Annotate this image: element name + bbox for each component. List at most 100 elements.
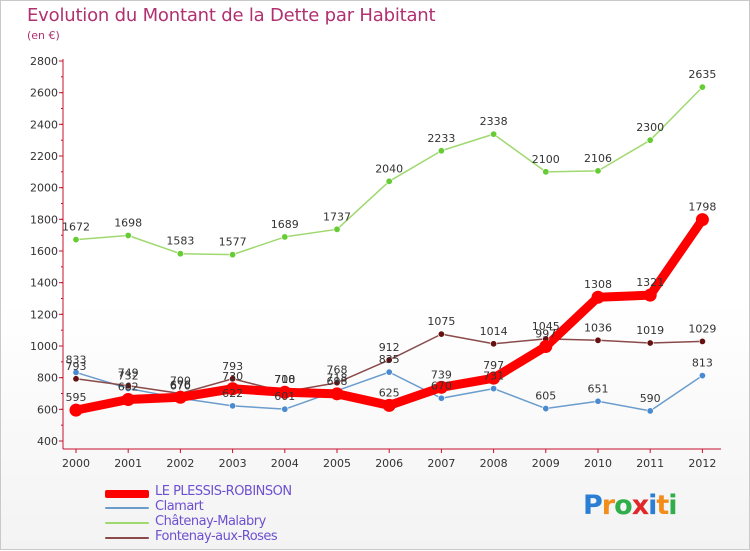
data-label: 1672 bbox=[62, 221, 90, 234]
legend-label: Fontenay-aux-Roses bbox=[155, 529, 278, 544]
data-point bbox=[646, 339, 654, 347]
data-point bbox=[229, 402, 237, 410]
data-point bbox=[229, 251, 237, 259]
y-tick-label: 2000 bbox=[30, 182, 58, 195]
data-point bbox=[333, 379, 341, 387]
x-tick-label: 2010 bbox=[584, 457, 612, 470]
legend-label: LE PLESSIS-ROBINSON bbox=[155, 484, 292, 499]
logo-letter: o bbox=[614, 490, 633, 521]
data-label: 732 bbox=[118, 369, 139, 382]
y-tick-label: 2400 bbox=[30, 118, 58, 131]
data-point bbox=[437, 147, 445, 155]
data-point bbox=[695, 213, 709, 227]
x-tick-label: 2012 bbox=[688, 457, 716, 470]
data-label: 670 bbox=[431, 379, 452, 392]
legend-swatch bbox=[105, 507, 149, 509]
y-tick-label: 2800 bbox=[30, 55, 58, 68]
logo-letter: t bbox=[656, 490, 669, 521]
data-point bbox=[382, 398, 396, 412]
data-label: 1737 bbox=[323, 210, 351, 223]
data-label: 2338 bbox=[480, 115, 508, 128]
data-label: 1321 bbox=[636, 276, 664, 289]
y-tick-label: 1400 bbox=[30, 277, 58, 290]
logo-letter: P bbox=[583, 490, 603, 521]
data-point bbox=[437, 394, 445, 402]
data-label: 2233 bbox=[427, 132, 455, 145]
data-point bbox=[72, 236, 80, 244]
data-label: 708 bbox=[274, 373, 295, 386]
data-point bbox=[539, 339, 553, 353]
data-point bbox=[646, 136, 654, 144]
data-label: 651 bbox=[588, 382, 609, 395]
data-label: 670 bbox=[170, 379, 191, 392]
x-tick-label: 2005 bbox=[323, 457, 351, 470]
data-point bbox=[594, 167, 602, 175]
logo-letter: x bbox=[631, 490, 649, 521]
y-tick-label: 2600 bbox=[30, 87, 58, 100]
y-tick-label: 1800 bbox=[30, 213, 58, 226]
x-tick-label: 2000 bbox=[62, 457, 90, 470]
chart-unit: (en €) bbox=[27, 29, 60, 42]
data-label: 700 bbox=[170, 375, 191, 388]
data-point bbox=[591, 290, 605, 304]
data-label: 590 bbox=[640, 392, 661, 405]
data-point bbox=[333, 225, 341, 233]
data-point bbox=[434, 380, 448, 394]
data-point bbox=[594, 336, 602, 344]
data-point bbox=[698, 372, 706, 380]
data-label: 1045 bbox=[532, 320, 560, 333]
data-point bbox=[124, 382, 132, 390]
data-point bbox=[385, 368, 393, 376]
y-tick-label: 2200 bbox=[30, 150, 58, 163]
data-point bbox=[69, 403, 83, 417]
data-point bbox=[698, 337, 706, 345]
data-label: 595 bbox=[66, 391, 87, 404]
y-tick-label: 400 bbox=[37, 435, 58, 448]
logo-letter: r bbox=[601, 490, 615, 521]
data-label: 676 bbox=[170, 378, 191, 391]
data-point bbox=[330, 387, 344, 401]
data-label: 793 bbox=[222, 360, 243, 373]
logo-letter: i bbox=[668, 490, 677, 521]
data-label: 730 bbox=[222, 370, 243, 383]
logo-letter: i bbox=[648, 490, 657, 521]
data-label: 1029 bbox=[688, 322, 716, 335]
y-tick-label: 600 bbox=[37, 403, 58, 416]
data-label: 625 bbox=[379, 386, 400, 399]
data-label: 1798 bbox=[688, 201, 716, 214]
data-label: 1583 bbox=[166, 235, 194, 248]
data-label: 833 bbox=[66, 353, 87, 366]
x-tick-label: 2008 bbox=[480, 457, 508, 470]
data-label: 797 bbox=[483, 359, 504, 372]
x-tick-label: 2003 bbox=[219, 457, 247, 470]
legend-swatch bbox=[105, 522, 149, 524]
data-label: 793 bbox=[66, 360, 87, 373]
legend-swatch bbox=[105, 537, 149, 539]
data-point bbox=[542, 405, 550, 413]
data-label: 622 bbox=[222, 387, 243, 400]
data-point bbox=[698, 83, 706, 91]
x-tick-label: 2004 bbox=[271, 457, 299, 470]
data-label: 698 bbox=[327, 375, 348, 388]
data-label: 1689 bbox=[271, 218, 299, 231]
y-tick-label: 1000 bbox=[30, 340, 58, 353]
data-point bbox=[173, 390, 187, 404]
data-label: 739 bbox=[431, 368, 452, 381]
y-tick-label: 1600 bbox=[30, 245, 58, 258]
data-point bbox=[281, 405, 289, 413]
data-point bbox=[226, 382, 240, 396]
data-point bbox=[278, 385, 292, 399]
y-tick-label: 1200 bbox=[30, 308, 58, 321]
data-point bbox=[490, 385, 498, 393]
data-point bbox=[437, 330, 445, 338]
x-tick-label: 2006 bbox=[375, 457, 403, 470]
data-label: 2040 bbox=[375, 162, 403, 175]
legend-label: Clamart bbox=[155, 499, 204, 514]
x-tick-label: 2009 bbox=[532, 457, 560, 470]
data-label: 1075 bbox=[427, 315, 455, 328]
data-point bbox=[229, 375, 237, 383]
data-point bbox=[385, 177, 393, 185]
data-label: 1698 bbox=[114, 216, 142, 229]
